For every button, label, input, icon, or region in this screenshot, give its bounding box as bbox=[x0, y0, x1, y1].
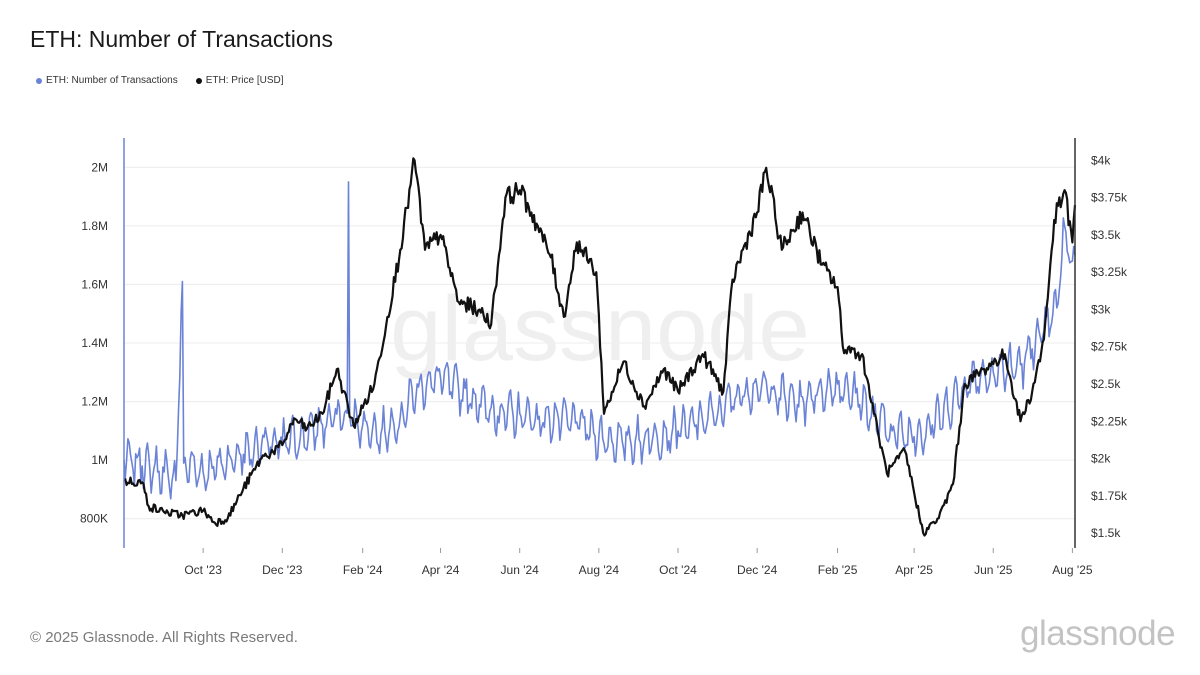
y-right-tick-label: $2.5k bbox=[1091, 377, 1121, 391]
y-right-tick-label: $4k bbox=[1091, 153, 1111, 167]
legend-label-transactions: ETH: Number of Transactions bbox=[46, 75, 178, 86]
brand-logo: glassnode bbox=[1020, 614, 1176, 653]
x-tick-label: Dec '24 bbox=[737, 563, 778, 577]
y-left-tick-label: 1M bbox=[91, 453, 108, 467]
series-line-price bbox=[123, 157, 1077, 537]
y-right-tick-label: $3.25k bbox=[1091, 265, 1128, 279]
legend-item-price[interactable]: ETH: Price [USD] bbox=[195, 75, 284, 86]
chart-title: ETH: Number of Transactions bbox=[30, 26, 333, 52]
y-right-tick-label: $1.5k bbox=[1091, 526, 1121, 540]
x-tick-label: Dec '23 bbox=[262, 563, 303, 577]
x-tick-label: Apr '24 bbox=[422, 563, 460, 577]
chart-area: glassnode 800K1M1.2M1.4M1.6M1.8M2M$1.5k$… bbox=[80, 138, 1128, 577]
x-tick-label: Apr '25 bbox=[895, 563, 933, 577]
copyright-footer: © 2025 Glassnode. All Rights Reserved. bbox=[30, 629, 298, 646]
x-tick-label: Feb '25 bbox=[818, 563, 858, 577]
y-left-tick-label: 1.6M bbox=[81, 277, 108, 291]
x-tick-label: Oct '23 bbox=[184, 563, 222, 577]
y-left-tick-label: 1.8M bbox=[81, 219, 108, 233]
x-tick-label: Feb '24 bbox=[343, 563, 383, 577]
y-right-tick-label: $3.5k bbox=[1091, 228, 1121, 242]
axes: 800K 1M 1.2M 1.4M 1.6M 1.8M 2M $1.5k $1.75k $2k $2… bbox=[80, 138, 1128, 577]
x-tick-label: Aug '24 bbox=[579, 563, 620, 577]
y-left-tick-label: 1.2M bbox=[81, 395, 108, 409]
y-right-tick-label: $1.75k bbox=[1091, 489, 1128, 503]
x-tick-label: Oct '24 bbox=[659, 563, 697, 577]
x-tick-label: Jun '25 bbox=[974, 563, 1013, 577]
y-left-tick-label: 2M bbox=[91, 160, 108, 174]
y-right-tick-label: $2.75k bbox=[1091, 340, 1128, 354]
gridlines bbox=[124, 166, 1075, 520]
series-group bbox=[123, 157, 1077, 537]
y-right-tick-label: $2k bbox=[1091, 452, 1111, 466]
x-tick-label: Aug '25 bbox=[1052, 563, 1093, 577]
x-tick-label: Jun '24 bbox=[501, 563, 540, 577]
legend-item-transactions[interactable]: ETH: Number of Transactions bbox=[36, 75, 178, 86]
y-left-tick-label: 1.4M bbox=[81, 336, 108, 350]
legend-dot-price bbox=[195, 77, 202, 84]
legend-dot-transactions bbox=[36, 77, 42, 84]
y-right-tick-label: $3.75k bbox=[1091, 191, 1128, 205]
series-line-transactions bbox=[123, 181, 1076, 500]
legend: ETH: Number of Transactions ETH: Price [… bbox=[36, 75, 284, 86]
legend-label-price: ETH: Price [USD] bbox=[205, 75, 284, 86]
y-right-tick-label: $2.25k bbox=[1091, 414, 1128, 428]
y-right-tick-label: $3k bbox=[1091, 302, 1111, 316]
y-left-tick-label: 800K bbox=[80, 512, 108, 526]
